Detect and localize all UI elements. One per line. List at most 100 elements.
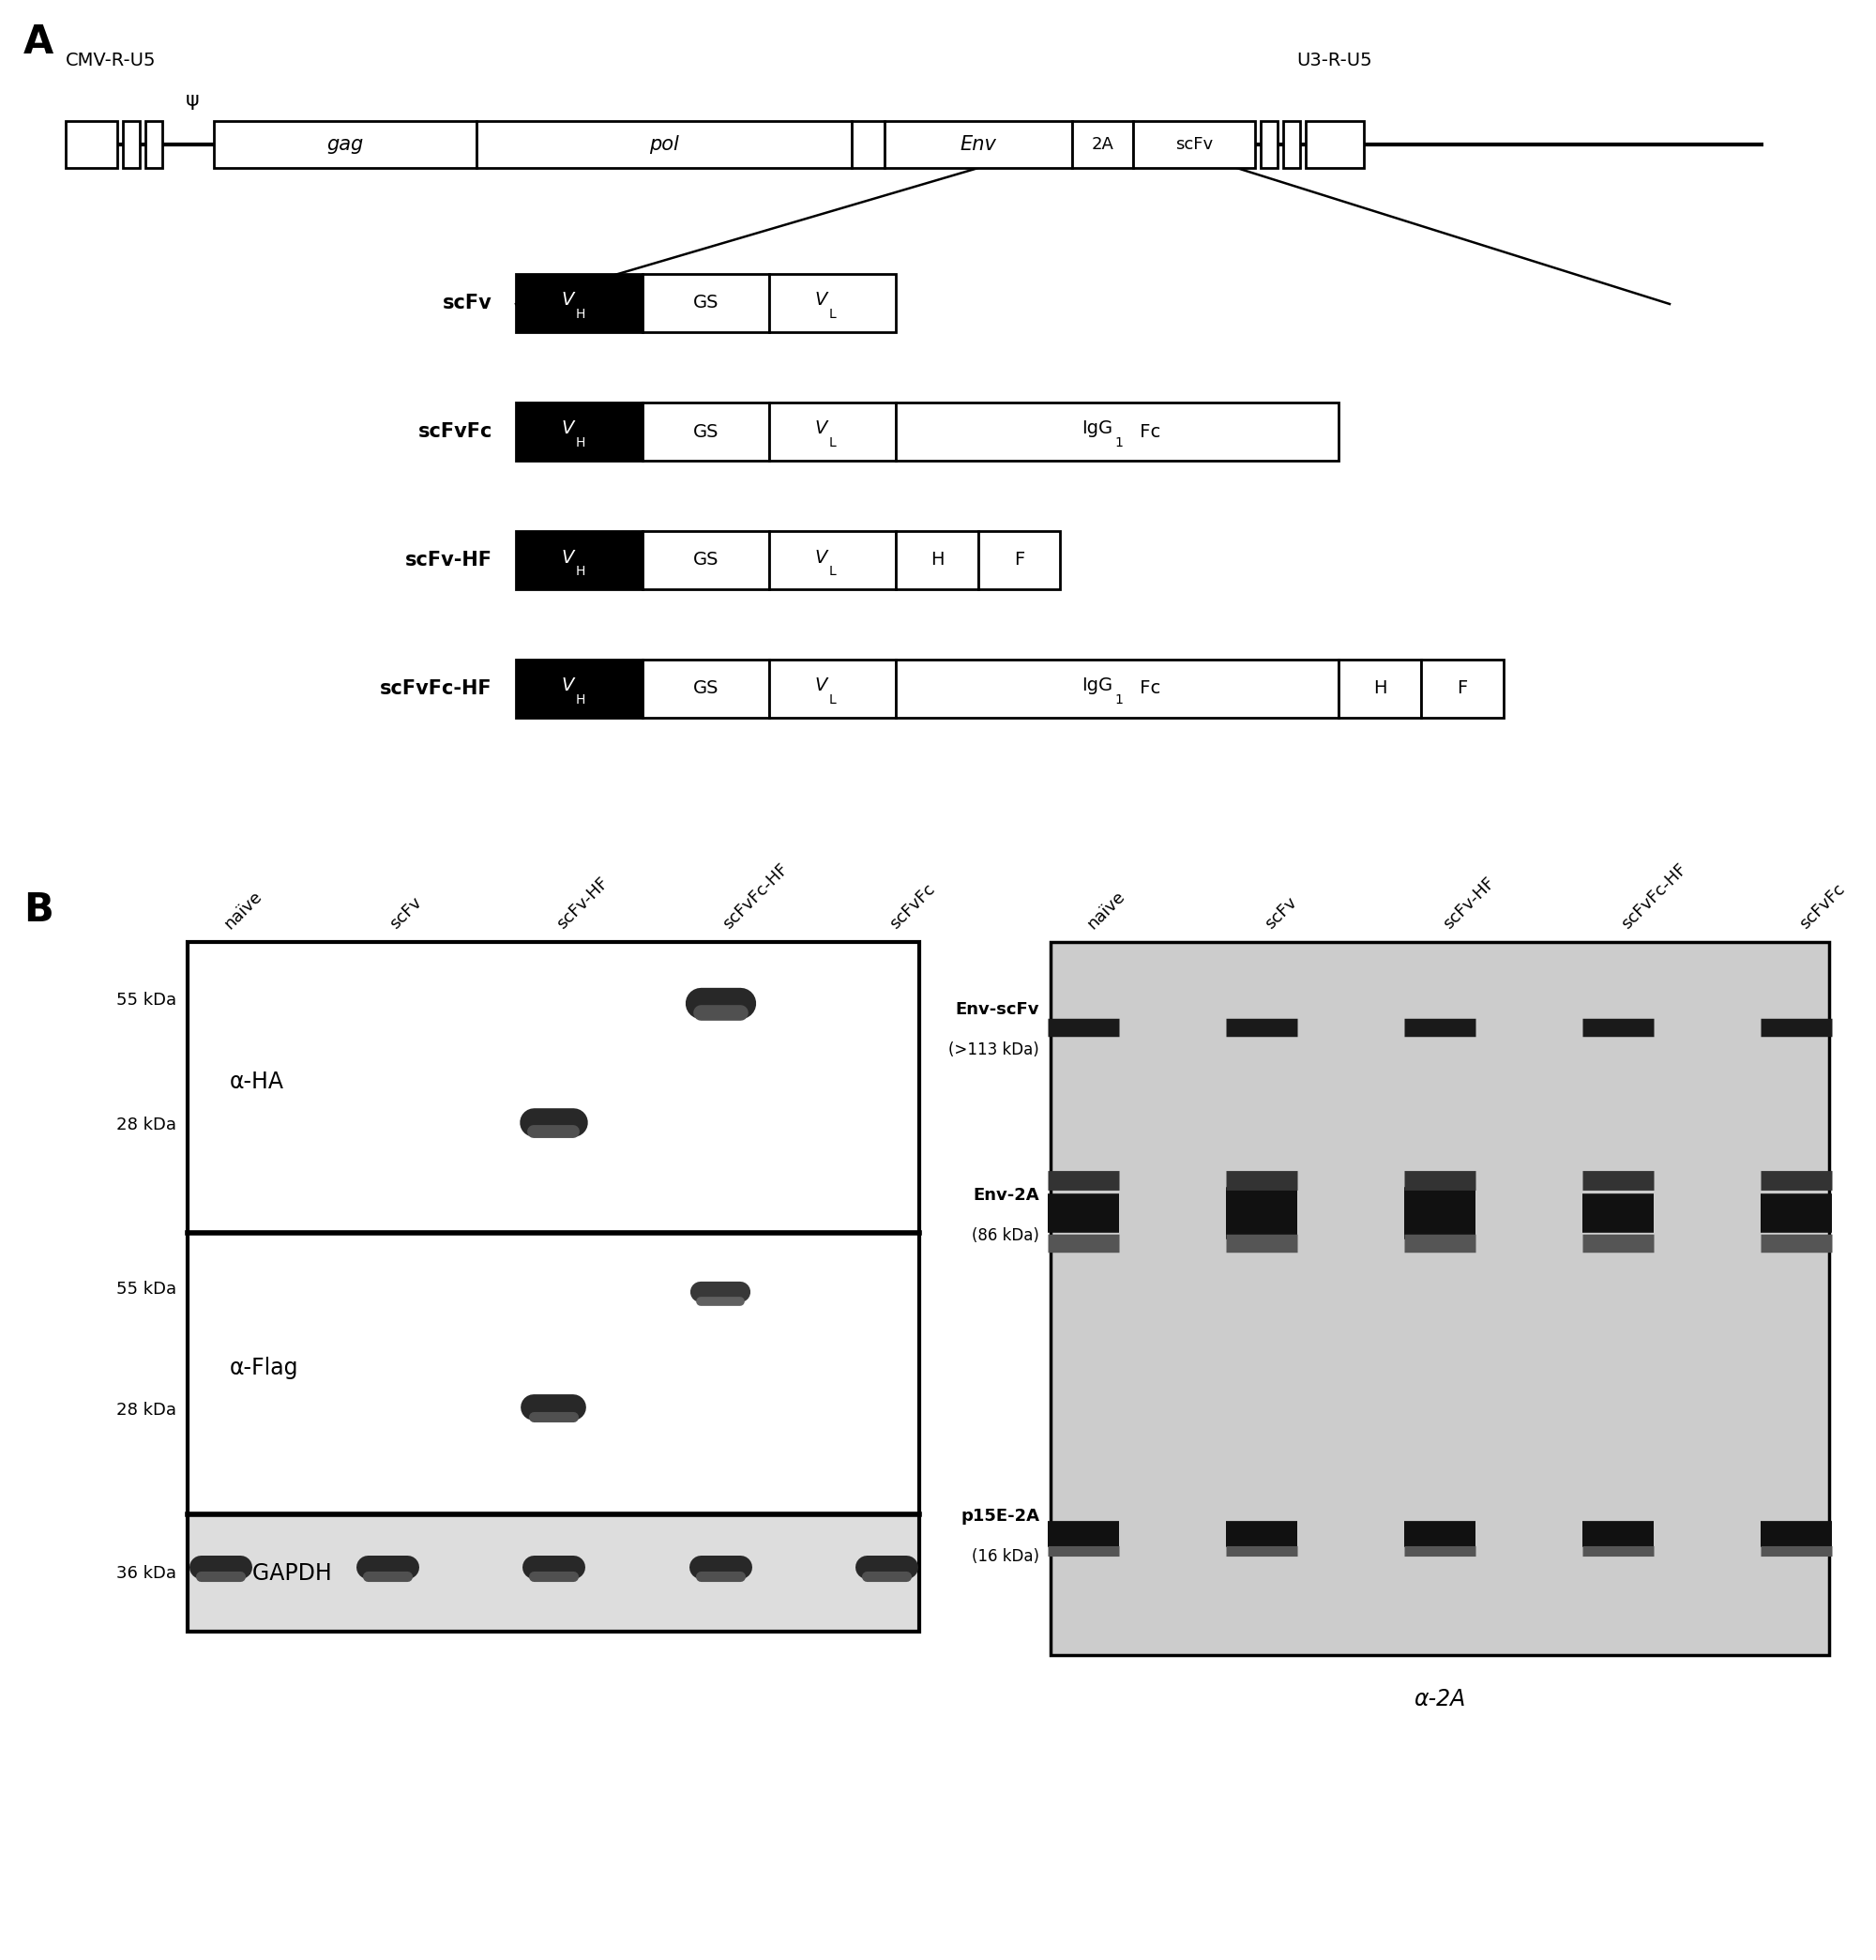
Text: scFv: scFv bbox=[1174, 135, 1214, 153]
Text: scFvFc: scFvFc bbox=[887, 880, 938, 933]
Text: (16 kDa): (16 kDa) bbox=[972, 1548, 1039, 1564]
Text: scFvFc-HF: scFvFc-HF bbox=[381, 680, 492, 698]
Text: α-Flag: α-Flag bbox=[231, 1356, 298, 1380]
Text: H: H bbox=[1373, 680, 1386, 698]
Text: V: V bbox=[814, 549, 827, 566]
Bar bbox=[769, 402, 897, 461]
Text: 1: 1 bbox=[1114, 437, 1124, 449]
Text: GS: GS bbox=[692, 551, 719, 568]
Text: H: H bbox=[576, 564, 585, 578]
Bar bbox=[1283, 122, 1300, 169]
Text: α-GAPDH: α-GAPDH bbox=[231, 1562, 332, 1584]
Text: U3-R-U5: U3-R-U5 bbox=[1296, 51, 1373, 69]
Text: L: L bbox=[829, 564, 837, 578]
Text: H: H bbox=[576, 308, 585, 321]
Bar bbox=[852, 122, 885, 169]
Text: scFv: scFv bbox=[443, 294, 492, 312]
Text: GS: GS bbox=[692, 680, 719, 698]
Bar bbox=[1339, 661, 1422, 717]
Text: GS: GS bbox=[692, 423, 719, 441]
Text: V: V bbox=[561, 292, 574, 310]
Text: α-HA: α-HA bbox=[231, 1070, 285, 1094]
Text: pol: pol bbox=[649, 135, 679, 155]
Text: scFv-HF: scFv-HF bbox=[553, 874, 612, 933]
Bar bbox=[769, 274, 897, 331]
Text: L: L bbox=[829, 437, 837, 449]
Bar bbox=[516, 661, 642, 717]
Text: H: H bbox=[576, 694, 585, 706]
Text: 36 kDa: 36 kDa bbox=[116, 1564, 176, 1582]
Bar bbox=[769, 531, 897, 590]
Text: V: V bbox=[561, 676, 574, 694]
Text: scFv-HF: scFv-HF bbox=[405, 551, 492, 570]
Text: F: F bbox=[1013, 551, 1024, 568]
Bar bbox=[516, 531, 642, 590]
Text: F: F bbox=[1458, 680, 1467, 698]
Text: scFvFc-HF: scFvFc-HF bbox=[1617, 860, 1690, 933]
Bar bbox=[188, 943, 919, 1233]
Text: Fc: Fc bbox=[1135, 423, 1161, 441]
Text: 55 kDa: 55 kDa bbox=[116, 992, 176, 1009]
Bar bbox=[897, 402, 1339, 461]
Bar bbox=[769, 661, 897, 717]
Text: IgG: IgG bbox=[1082, 676, 1112, 694]
Text: L: L bbox=[829, 694, 837, 706]
Text: CMV-R-U5: CMV-R-U5 bbox=[66, 51, 156, 69]
Text: scFvFc: scFvFc bbox=[1795, 880, 1848, 933]
Text: H: H bbox=[930, 551, 944, 568]
Bar bbox=[1133, 122, 1255, 169]
Bar bbox=[897, 661, 1339, 717]
Bar bbox=[977, 531, 1060, 590]
Bar bbox=[1306, 122, 1364, 169]
Text: p15E-2A: p15E-2A bbox=[961, 1507, 1039, 1525]
Text: scFvFc: scFvFc bbox=[418, 421, 492, 441]
Text: 1: 1 bbox=[1114, 694, 1124, 706]
Text: Env-2A: Env-2A bbox=[974, 1186, 1039, 1203]
Text: scFv: scFv bbox=[1261, 894, 1300, 933]
Bar bbox=[516, 402, 642, 461]
Text: V: V bbox=[814, 419, 827, 437]
Bar bbox=[1261, 122, 1278, 169]
Text: (>113 kDa): (>113 kDa) bbox=[949, 1041, 1039, 1058]
Text: Env-scFv: Env-scFv bbox=[955, 1002, 1039, 1017]
Text: scFv-HF: scFv-HF bbox=[1441, 874, 1499, 933]
Text: H: H bbox=[576, 437, 585, 449]
Text: V: V bbox=[814, 292, 827, 310]
Text: scFvFc-HF: scFvFc-HF bbox=[720, 860, 792, 933]
Text: 28 kDa: 28 kDa bbox=[116, 1401, 176, 1419]
Text: (86 kDa): (86 kDa) bbox=[972, 1227, 1039, 1245]
Bar bbox=[885, 122, 1073, 169]
Text: Fc: Fc bbox=[1135, 680, 1161, 698]
Bar bbox=[516, 274, 642, 331]
Text: gag: gag bbox=[326, 135, 364, 155]
Bar bbox=[642, 274, 769, 331]
Bar bbox=[214, 122, 477, 169]
Bar bbox=[1051, 943, 1829, 1654]
Text: V: V bbox=[561, 549, 574, 566]
Text: 55 kDa: 55 kDa bbox=[116, 1280, 176, 1298]
Text: Env: Env bbox=[961, 135, 996, 155]
Bar bbox=[146, 122, 163, 169]
Text: naïve: naïve bbox=[221, 888, 265, 933]
Bar bbox=[124, 122, 139, 169]
Bar bbox=[1422, 661, 1503, 717]
Text: naïve: naïve bbox=[1084, 888, 1127, 933]
Text: GS: GS bbox=[692, 294, 719, 312]
Text: IgG: IgG bbox=[1082, 419, 1112, 437]
Bar bbox=[1073, 122, 1133, 169]
Text: L: L bbox=[829, 308, 837, 321]
Text: ψ: ψ bbox=[186, 90, 199, 110]
Text: 28 kDa: 28 kDa bbox=[116, 1117, 176, 1133]
Bar bbox=[477, 122, 852, 169]
Text: A: A bbox=[23, 22, 54, 63]
Bar bbox=[188, 1233, 919, 1515]
Text: scFv: scFv bbox=[386, 894, 426, 933]
Text: V: V bbox=[561, 419, 574, 437]
Bar bbox=[66, 122, 116, 169]
Text: α-2A: α-2A bbox=[1415, 1688, 1465, 1711]
Bar bbox=[642, 531, 769, 590]
Bar bbox=[897, 531, 977, 590]
Text: B: B bbox=[23, 890, 53, 929]
Text: V: V bbox=[814, 676, 827, 694]
Bar bbox=[188, 1515, 919, 1631]
